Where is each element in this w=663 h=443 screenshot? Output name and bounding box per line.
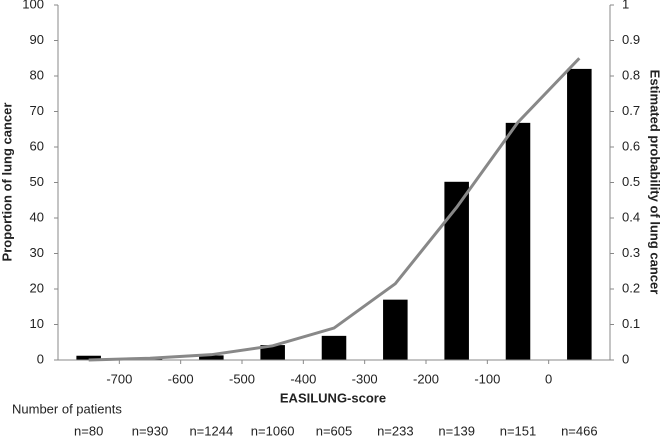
y2-tick-label: 0.1 [622, 316, 640, 331]
y-tick-label: 70 [30, 103, 44, 118]
y2-tick-label: 0.7 [622, 103, 640, 118]
x-tick-label: -400 [290, 371, 316, 386]
y2-tick-label: 0.6 [622, 138, 640, 153]
y-tick-label: 90 [30, 32, 44, 47]
bar [321, 335, 347, 360]
y-tick-label: 30 [30, 245, 44, 260]
y-tick-label: 20 [30, 280, 44, 295]
y2-axis-title: Estimated probability of lung cancer [648, 70, 663, 295]
line [88, 57, 581, 362]
x-tick-label: -500 [229, 371, 255, 386]
y-axis-title: Proportion of lung cancer [0, 103, 14, 262]
y-tick-label: 100 [22, 0, 44, 11]
x-tick-label: -600 [168, 371, 194, 386]
x-tick-label: -200 [413, 371, 439, 386]
bar [199, 355, 224, 360]
bar [444, 181, 469, 360]
y2-tick-label: 0.9 [622, 32, 640, 47]
bar [505, 122, 531, 360]
y2-tick-label: 1 [622, 0, 629, 11]
patient-count: n=466 [561, 423, 598, 438]
patient-count: n=1244 [189, 423, 233, 438]
bar [76, 355, 101, 360]
y2-tick-label: 0.5 [622, 174, 640, 189]
y-tick-label: 40 [30, 209, 44, 224]
y2-tick-label: 0.2 [622, 280, 640, 295]
x-tick-label: -700 [106, 371, 132, 386]
y2-tick-label: 0.4 [622, 209, 640, 224]
patient-count: n=139 [438, 423, 475, 438]
bar [567, 68, 592, 361]
patient-count: n=605 [316, 423, 353, 438]
x-tick-label: 0 [545, 371, 552, 386]
patient-count: n=80 [74, 423, 103, 438]
y-tick-label: 0 [37, 351, 44, 366]
x-axis-title: EASILUNG-score [280, 390, 386, 405]
patient-count: n=151 [500, 423, 537, 438]
patients-title: Number of patients [12, 401, 122, 416]
patient-count: n=930 [132, 423, 169, 438]
x-tick-label: -300 [352, 371, 378, 386]
bar [383, 299, 408, 360]
y2-tick-label: 0.8 [622, 67, 640, 82]
y-tick-label: 60 [30, 138, 44, 153]
x-tick-label: -100 [474, 371, 500, 386]
y2-tick-label: 0.3 [622, 245, 640, 260]
y-tick-label: 50 [30, 174, 44, 189]
y-tick-label: 10 [30, 316, 44, 331]
bar [260, 345, 285, 360]
patient-count: n=233 [377, 423, 414, 438]
y-tick-label: 80 [30, 67, 44, 82]
y2-tick-label: 0 [622, 351, 629, 366]
patient-count: n=1060 [251, 423, 295, 438]
